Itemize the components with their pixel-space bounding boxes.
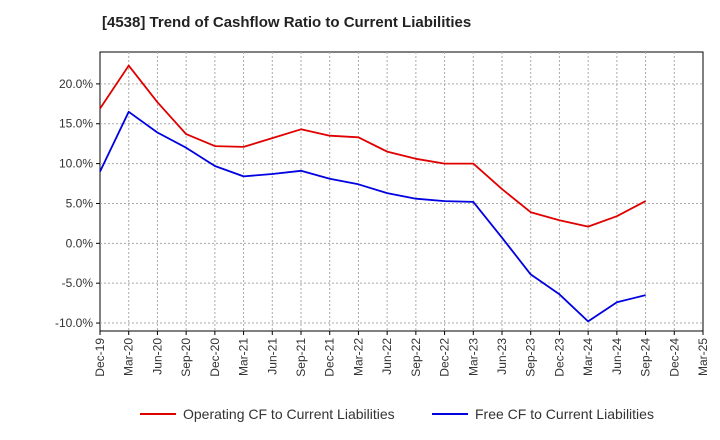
x-tick-label: Jun-24 [610,338,624,375]
x-tick-label: Sep-21 [294,338,308,377]
x-tick-label: Jun-20 [150,338,164,375]
x-tick-label: Sep-23 [524,338,538,377]
y-tick-label: -5.0% [62,276,94,290]
x-tick-label: Dec-19 [93,338,107,377]
plot-area [99,51,704,332]
x-tick-label: Dec-21 [323,338,337,377]
y-tick-label: 0.0% [66,236,94,250]
x-tick-label: Jun-21 [265,338,279,375]
x-tick-label: Dec-24 [667,338,681,377]
y-tick-label: 15.0% [59,117,93,131]
x-tick-label: Jun-22 [380,338,394,375]
y-tick-label: 10.0% [59,157,93,171]
y-tick-label: -10.0% [55,316,93,330]
x-tick-label: Mar-20 [122,338,136,376]
x-tick-label: Sep-24 [639,338,653,377]
x-tick-label: Jun-23 [495,338,509,375]
x-tick-label: Dec-20 [208,338,222,377]
chart-title: [4538] Trend of Cashflow Ratio to Curren… [102,14,472,31]
x-tick-label: Sep-22 [409,338,423,377]
series-line-2 [99,110,646,323]
y-tick-label: 20.0% [59,77,93,91]
x-tick-label: Mar-21 [237,338,251,376]
y-tick-label: 5.0% [66,196,94,210]
x-tick-label: Mar-22 [351,338,365,376]
legend-label-1: Operating CF to Current Liabilities [183,406,395,422]
x-tick-label: Mar-25 [696,338,710,376]
x-tick-label: Mar-24 [581,338,595,376]
legend-label-2: Free CF to Current Liabilities [475,406,654,422]
x-tick-label: Dec-22 [438,338,452,377]
x-tick-label: Dec-23 [552,338,566,377]
x-tick-label: Sep-20 [179,338,193,377]
series-line-1 [99,64,647,228]
x-tick-label: Mar-23 [466,338,480,376]
